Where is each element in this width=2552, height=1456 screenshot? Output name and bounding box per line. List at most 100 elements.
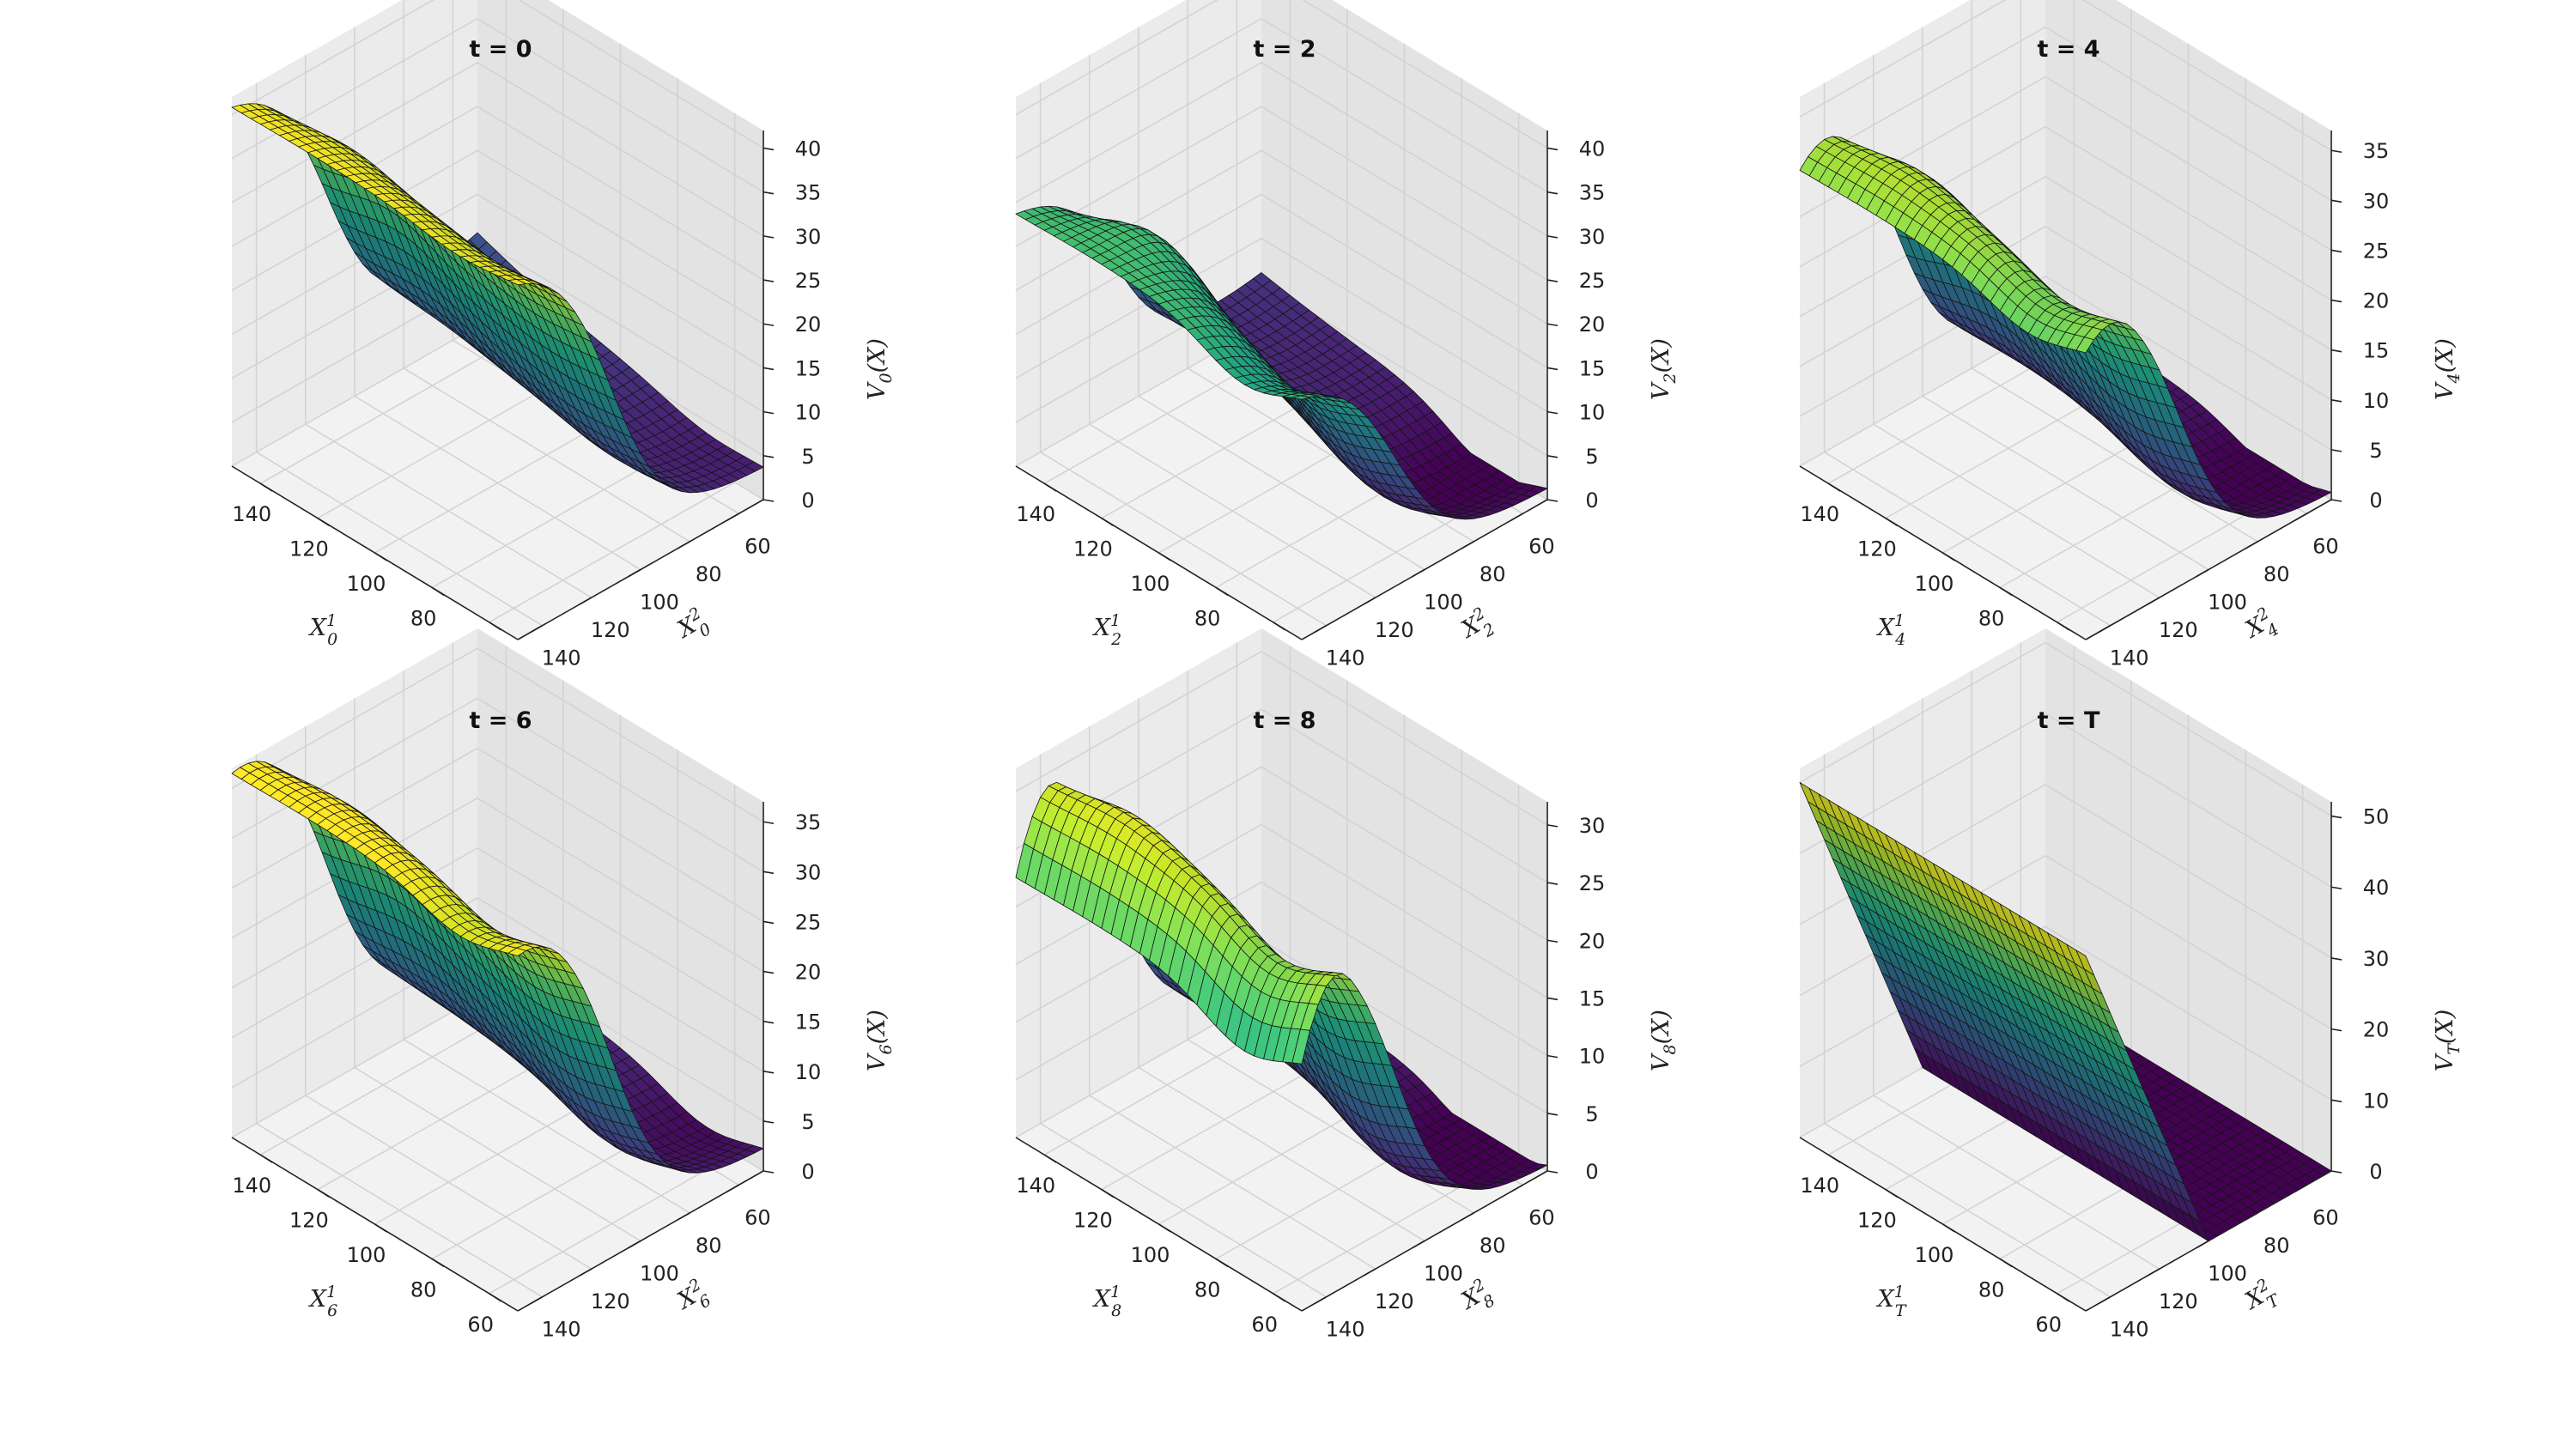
z-tick-label: 15 [2363, 339, 2390, 363]
x2-tick-label: 80 [1480, 1234, 1506, 1258]
z-tick-label: 20 [2363, 289, 2390, 313]
x1-axis-label: X1 2 [1092, 611, 1121, 649]
z-tick-label: 30 [1579, 814, 1606, 838]
x1-tick-label: 140 [232, 1174, 271, 1198]
grid-line [1015, 193, 1548, 369]
grid-line [231, 896, 764, 1072]
z-tick-label: 10 [795, 401, 822, 425]
x2-tick-mark [579, 597, 592, 605]
x1-tick-label: 80 [1978, 606, 2005, 630]
x2-tick-mark [1314, 625, 1327, 634]
grid-line [1015, 62, 1548, 237]
x1-tick-mark [1885, 517, 1899, 527]
z-tick-label: 25 [795, 910, 822, 934]
x2-tick-label: 80 [2263, 562, 2290, 586]
x1-tick-label: 60 [467, 1313, 494, 1337]
subplot-1: 6080100120140608010012014005101520253035… [1015, 0, 1680, 670]
x2-tick-label: 100 [640, 1262, 679, 1286]
z-tick-mark [1546, 882, 1559, 885]
grid-line [231, 846, 764, 1022]
z-tick-label: 30 [795, 860, 822, 884]
x2-tick-mark [1412, 568, 1425, 578]
z-tick-mark [763, 499, 775, 502]
x1-tick-label: 100 [1131, 1243, 1170, 1267]
z-tick-mark [1546, 997, 1559, 1001]
x1-axis-label: X1 0 [308, 611, 337, 649]
x1-tick-mark [1827, 482, 1841, 492]
z-axis-label: V6(X) [864, 1010, 896, 1071]
x1-tick-mark [1942, 552, 1955, 561]
x2-tick-mark [2294, 513, 2307, 521]
x2-tick-label: 100 [640, 591, 679, 615]
x1-tick-mark [317, 517, 331, 527]
x2-tick-mark [2098, 625, 2111, 634]
grid-line [1799, 225, 2332, 401]
subplot-0: 6080100120140608010012014005101520253035… [231, 0, 896, 670]
z-tick-label: 25 [1579, 871, 1606, 895]
surface-facet [1291, 395, 1310, 400]
z-tick-mark [763, 323, 775, 327]
x2-tick-mark [2196, 568, 2209, 578]
z-axis-label: V0(X) [864, 338, 896, 400]
x2-tick-label: 140 [542, 1318, 581, 1342]
x2-tick-label: 140 [2110, 646, 2149, 670]
x2-tick-label: 60 [1528, 1205, 1555, 1229]
z-tick-label: 0 [801, 488, 814, 513]
x2-tick-mark [628, 568, 641, 578]
z-tick-mark [763, 147, 775, 151]
z-tick-label: 30 [1579, 225, 1606, 249]
x2-tick-label: 120 [591, 1289, 630, 1313]
z-tick-mark [763, 970, 775, 974]
x1-tick-mark [1215, 586, 1229, 597]
z-tick-mark [1546, 1113, 1559, 1116]
x2-tick-mark [1363, 597, 1376, 605]
z-tick-mark [1546, 147, 1559, 151]
z-tick-mark [1546, 1054, 1559, 1059]
z-tick-label: 35 [795, 181, 822, 205]
z-tick-label: 0 [2369, 488, 2382, 513]
z-tick-label: 30 [2363, 189, 2390, 213]
z-tick-mark [2330, 398, 2342, 403]
x2-tick-label: 120 [1375, 1289, 1414, 1313]
x1-tick-mark [1043, 482, 1057, 492]
subplot-title: t = 4 [2037, 36, 2099, 63]
grid-line [1015, 106, 1548, 281]
z-tick-label: 10 [1579, 1045, 1606, 1069]
surface-facet [2075, 337, 2094, 354]
subplot-2: 6080100120140608010012014005101520253035… [1799, 0, 2464, 670]
z-tick-label: 5 [1585, 445, 1598, 469]
z-tick-mark [1546, 824, 1559, 828]
z-tick-mark [763, 279, 775, 282]
z-tick-mark [1546, 367, 1559, 371]
z-tick-mark [2330, 449, 2342, 452]
grid-line [1799, 276, 2332, 451]
z-tick-label: 0 [801, 1160, 814, 1184]
z-tick-mark [763, 235, 775, 239]
z-axis-label: V4(X) [2432, 338, 2464, 400]
z-tick-mark [763, 367, 775, 371]
grid-line [1015, 0, 1548, 149]
x2-tick-label: 140 [1326, 1318, 1365, 1342]
subplot-title: t = 0 [469, 36, 532, 63]
x1-tick-mark [1999, 586, 2013, 597]
x2-tick-label: 80 [696, 1234, 722, 1258]
z-tick-label: 20 [1579, 929, 1606, 953]
subplot-title: t = 8 [1253, 707, 1315, 734]
z-tick-mark [763, 1170, 775, 1174]
x1-tick-mark [1101, 517, 1115, 527]
z-tick-label: 0 [1585, 488, 1598, 513]
z-tick-label: 35 [1579, 181, 1606, 205]
x1-tick-mark [1273, 622, 1286, 631]
z-tick-label: 25 [795, 269, 822, 293]
z-tick-label: 5 [2369, 439, 2382, 463]
z-tick-mark [763, 455, 775, 458]
x2-tick-mark [677, 541, 690, 549]
z-tick-mark [1546, 279, 1559, 282]
z-tick-mark [1546, 191, 1559, 195]
x2-tick-label: 140 [542, 646, 581, 670]
x2-tick-mark [726, 513, 739, 521]
z-tick-mark [1546, 410, 1559, 415]
z-tick-label: 15 [1579, 986, 1606, 1010]
x1-tick-label: 80 [1194, 606, 1221, 630]
